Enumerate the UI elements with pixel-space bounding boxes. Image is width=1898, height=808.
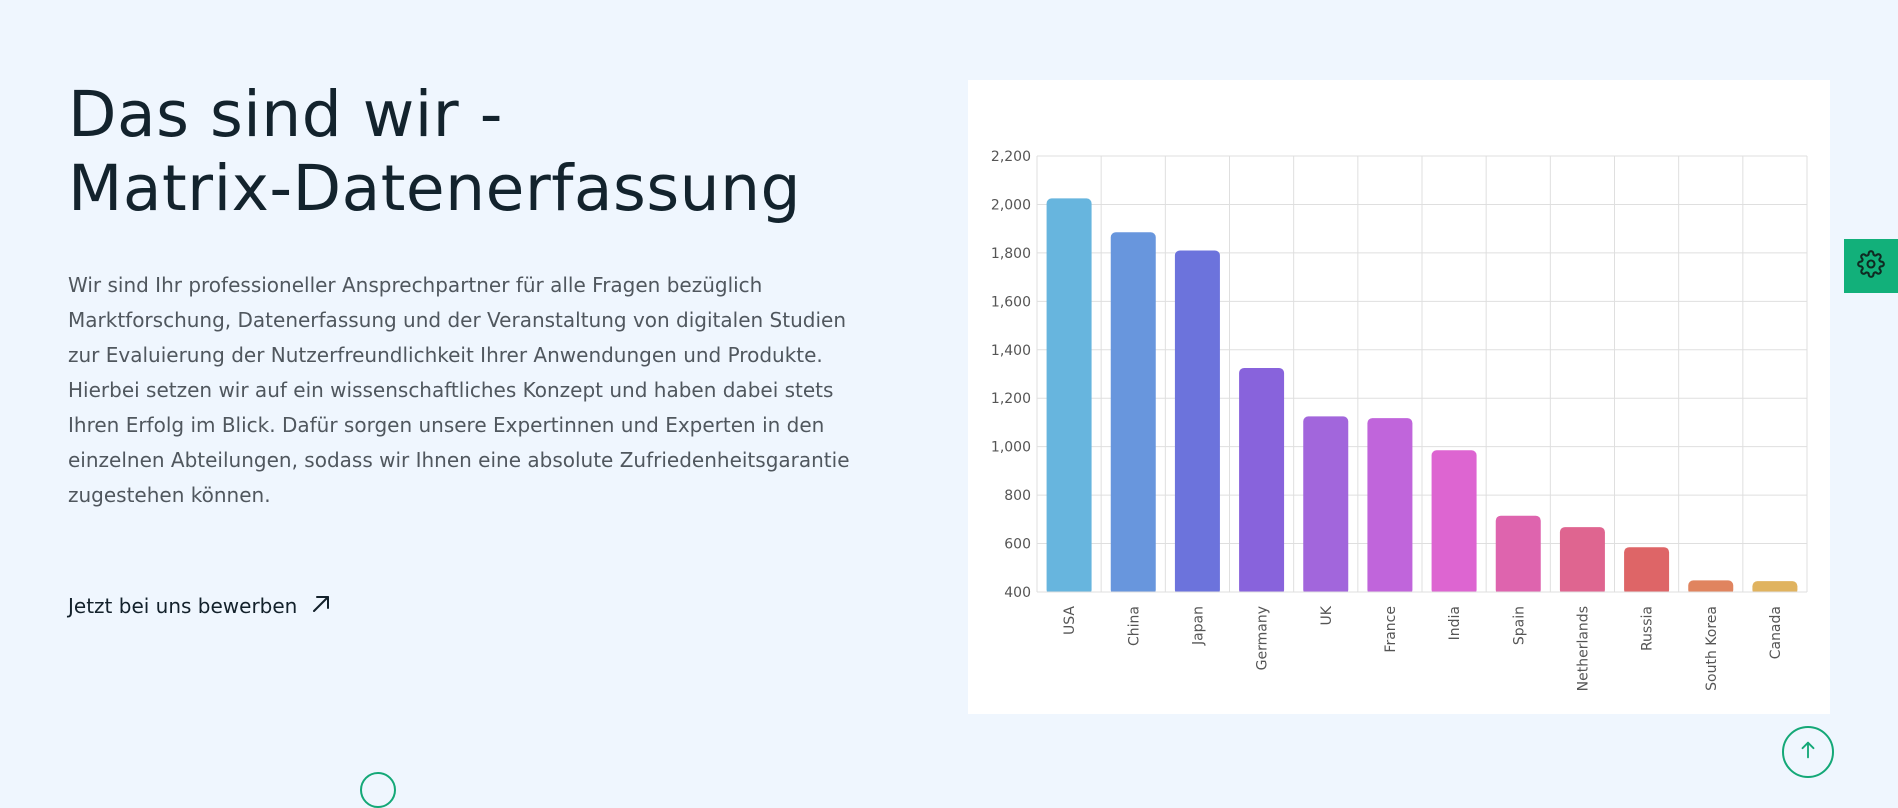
- scroll-to-top-button[interactable]: [1782, 726, 1834, 778]
- intro-line: Marktforschung, Datenerfassung und der V…: [68, 308, 846, 332]
- chart-baseline-mask: [1037, 592, 1807, 596]
- chart-card: 400 600 800 1,000 1,200 1,400 1,600 1,800 2,000 2…: [968, 80, 1830, 714]
- chart-y-tick-label: 600: [1004, 537, 1031, 553]
- gear-icon: [1857, 250, 1885, 282]
- intro-line: einzelnen Abteilungen, sodass wir Ihnen …: [68, 448, 850, 472]
- chart-x-tick-label: UK: [1319, 605, 1335, 625]
- chart-x-tick-label: Germany: [1255, 606, 1271, 670]
- chart-bar-uk: [1303, 416, 1349, 595]
- apply-link-label: Jetzt bei uns bewerben: [68, 594, 298, 618]
- chart-y-tick-label: 1,400: [991, 343, 1031, 359]
- chart-bar-japan: [1174, 250, 1220, 595]
- chart-x-tick-label: South Korea: [1704, 606, 1720, 691]
- chart-y-tick-label: 400: [1004, 585, 1031, 601]
- bar-chart: 400 600 800 1,000 1,200 1,400 1,600 1,800 2,000 2…: [991, 149, 1808, 691]
- settings-button[interactable]: [1844, 239, 1898, 293]
- chart-x-tick-label: Russia: [1640, 606, 1656, 651]
- chart-x-tick-label: Netherlands: [1575, 606, 1591, 691]
- intro-line: Ihren Erfolg im Blick. Dafür sorgen unse…: [68, 413, 825, 437]
- chart-y-tick-label: 1,800: [991, 246, 1031, 262]
- chart-y-tick-label: 2,000: [991, 197, 1031, 213]
- chart-x-tick-label: France: [1383, 606, 1399, 653]
- chart-x-tick-label: USA: [1062, 606, 1078, 635]
- page-title: Das sind wir - Matrix-Datenerfassung: [68, 78, 801, 226]
- arrow-up-icon: [1797, 739, 1819, 765]
- chart-bar-china: [1110, 232, 1156, 596]
- chart-x-tick-label: Spain: [1511, 606, 1527, 645]
- chart-y-tick-label: 1,200: [991, 391, 1031, 407]
- chart-bar-russia: [1624, 547, 1670, 595]
- intro-line: zugestehen können.: [68, 483, 271, 507]
- intro-line: zur Evaluierung der Nutzerfreundlichkeit…: [68, 343, 823, 367]
- chart-x-tick-label: China: [1126, 606, 1142, 646]
- intro-paragraph: Wir sind Ihr professioneller Ansprechpar…: [68, 268, 868, 513]
- intro-line: Hierbei setzen wir auf ein wissenschaftl…: [68, 378, 834, 402]
- chart-bar-france: [1367, 418, 1413, 595]
- chart-bar-netherlands: [1559, 527, 1605, 595]
- chart-bar-germany: [1239, 367, 1285, 595]
- page-title-line-2: Matrix-Datenerfassung: [68, 152, 802, 225]
- decorative-circle: [360, 772, 396, 808]
- chart-bar-south-korea: [1688, 580, 1734, 595]
- chart-x-tick-label: Japan: [1190, 606, 1206, 646]
- chart-x-tick-label: Canada: [1768, 606, 1784, 659]
- chart-y-tick-label: 1,000: [991, 440, 1031, 456]
- chart-y-tick-label: 800: [1004, 488, 1031, 504]
- arrow-up-right-icon: [309, 592, 333, 621]
- chart-y-tick-label: 1,600: [991, 294, 1031, 310]
- page-title-line-1: Das sind wir -: [68, 78, 503, 151]
- chart-bar-india: [1431, 450, 1477, 595]
- chart-y-tick-label: 2,200: [991, 149, 1031, 165]
- chart-bar-spain: [1495, 515, 1541, 595]
- chart-bar-usa: [1046, 198, 1092, 595]
- chart-grid: [1036, 155, 1808, 593]
- intro-line: Wir sind Ihr professioneller Ansprechpar…: [68, 273, 763, 297]
- chart-x-tick-label: India: [1447, 606, 1463, 640]
- apply-link[interactable]: Jetzt bei uns bewerben: [68, 590, 333, 622]
